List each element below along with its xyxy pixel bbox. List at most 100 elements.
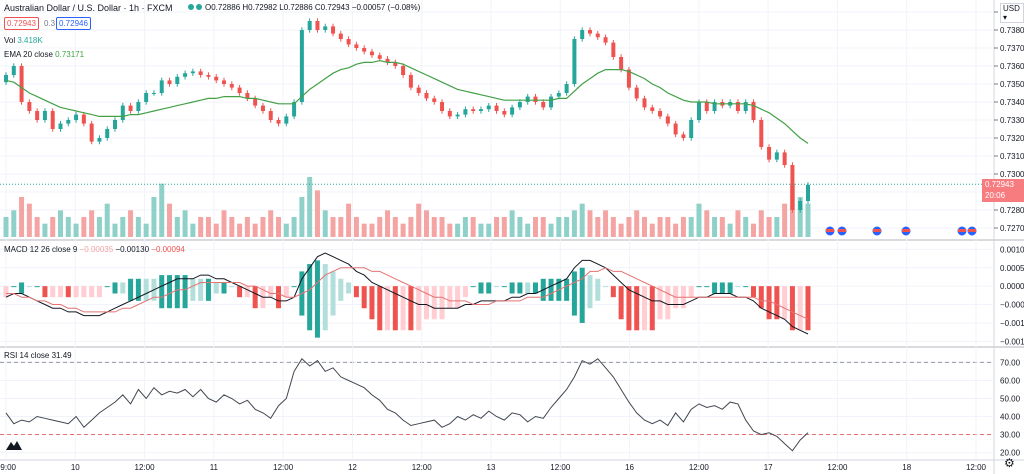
- event-stripe: [838, 229, 846, 232]
- volume-bar: [392, 217, 398, 237]
- volume-bar: [353, 217, 359, 237]
- symbol-title[interactable]: Australian Dollar / U.S. Dollar · 1h · F…: [4, 3, 173, 13]
- time-tick-label: 12: [348, 463, 357, 472]
- volume-bar: [564, 217, 570, 237]
- volume-bar: [174, 217, 180, 237]
- event-stripe: [968, 229, 976, 232]
- candle-body: [541, 102, 546, 108]
- rsi-tick-label: 70.00: [1000, 358, 1021, 367]
- volume-bar: [704, 210, 710, 237]
- candle-body: [42, 111, 47, 120]
- macd-histogram-bar: [205, 278, 211, 301]
- time-tick-label: 18: [902, 463, 911, 472]
- event-flag-icon[interactable]: [966, 225, 978, 237]
- volume-bar: [182, 210, 188, 237]
- volume-bar: [603, 210, 609, 237]
- bid-button[interactable]: 0.72943: [4, 17, 39, 30]
- volume-bar: [610, 217, 616, 237]
- rsi-line: [5, 358, 809, 452]
- macd-histogram-bar: [618, 286, 624, 320]
- candle-body: [89, 123, 94, 142]
- volume-bar: [221, 210, 227, 237]
- macd-histogram-bar: [361, 286, 367, 309]
- candle-body: [35, 111, 40, 120]
- candle-body: [369, 51, 374, 56]
- eye-icon[interactable]: [188, 3, 203, 13]
- macd-histogram-bar: [494, 286, 500, 288]
- candle-body: [447, 111, 452, 117]
- volume-bar: [494, 217, 500, 237]
- time-tick-label: 10: [71, 463, 80, 472]
- volume-bar: [283, 223, 289, 237]
- settings-icon[interactable]: ⚙: [1004, 456, 1015, 470]
- macd-line: [5, 252, 809, 335]
- candle-body: [735, 102, 740, 111]
- candle-body: [81, 114, 86, 124]
- candle-body: [440, 102, 445, 111]
- volume-bar: [548, 223, 554, 237]
- volume-bar: [665, 217, 671, 237]
- volume-bar: [120, 217, 126, 237]
- candle-body: [175, 76, 180, 84]
- ema-legend: EMA 20 close 0.73171: [4, 50, 84, 60]
- candle-body: [619, 57, 624, 70]
- macd-histogram-bar: [688, 286, 694, 298]
- candle-body: [120, 105, 125, 120]
- candle-body: [782, 152, 787, 165]
- event-flag-icon[interactable]: [900, 225, 912, 237]
- candle-body: [198, 71, 203, 75]
- time-tick-label: 12:00: [966, 463, 987, 472]
- candle-body: [19, 66, 24, 102]
- flag-icon[interactable]: [4, 438, 26, 457]
- macd-histogram-bar: [774, 286, 780, 320]
- candle-body: [307, 21, 312, 30]
- macd-histogram-bar: [159, 275, 165, 309]
- macd-histogram-bar: [128, 278, 134, 301]
- volume-bar: [19, 197, 25, 237]
- macd-histogram-bar: [478, 282, 484, 294]
- macd-histogram-bar: [789, 286, 795, 331]
- candle-body: [128, 105, 133, 111]
- vol-value: 3.418K: [17, 36, 43, 45]
- currency-label: USD: [1003, 4, 1020, 13]
- macd-signal-line: [6, 267, 809, 320]
- event-flag-icon[interactable]: [956, 225, 968, 237]
- volume-bar: [400, 223, 406, 237]
- volume-bar: [42, 223, 48, 237]
- macd-histogram-bar: [634, 286, 640, 331]
- volume-bar: [26, 203, 32, 237]
- macd-histogram-bar: [89, 286, 95, 298]
- volume-bar: [766, 217, 772, 237]
- event-flag-icon[interactable]: [836, 225, 848, 237]
- candle-body: [798, 201, 803, 210]
- macd-histogram-bar: [11, 286, 17, 288]
- economic-events[interactable]: [824, 225, 978, 237]
- macd-histogram-bar: [385, 286, 391, 331]
- event-flag-icon[interactable]: [824, 225, 836, 237]
- macd-histogram-bar: [727, 282, 733, 294]
- event-flag-icon[interactable]: [871, 225, 883, 237]
- volume-bar: [385, 210, 391, 237]
- volume-bar: [244, 217, 250, 237]
- candle-body: [580, 30, 585, 39]
- macd-histogram-bar: [696, 286, 702, 288]
- rsi-axis[interactable]: 70.00 60.00 50.00 40.00 30.00 20.00: [1000, 358, 1021, 457]
- volume-bar: [470, 217, 476, 237]
- ask-button[interactable]: 0.72946: [56, 17, 91, 30]
- event-stripe: [958, 229, 966, 232]
- volume-bar: [618, 223, 624, 237]
- currency-selector[interactable]: USD ▾: [1000, 3, 1024, 23]
- candle-body: [774, 152, 779, 160]
- volume-legend: Vol 3.418K: [4, 36, 43, 46]
- candle-body: [704, 102, 709, 111]
- macd-histogram-bar: [712, 282, 718, 294]
- time-axis[interactable]: 09:00 10 12:00 11 12:00 12 12:00 13 12:00 16 12:00…: [0, 463, 987, 472]
- macd-histogram-bar: [782, 286, 788, 320]
- candle-body: [299, 30, 304, 102]
- candle-body: [673, 123, 678, 135]
